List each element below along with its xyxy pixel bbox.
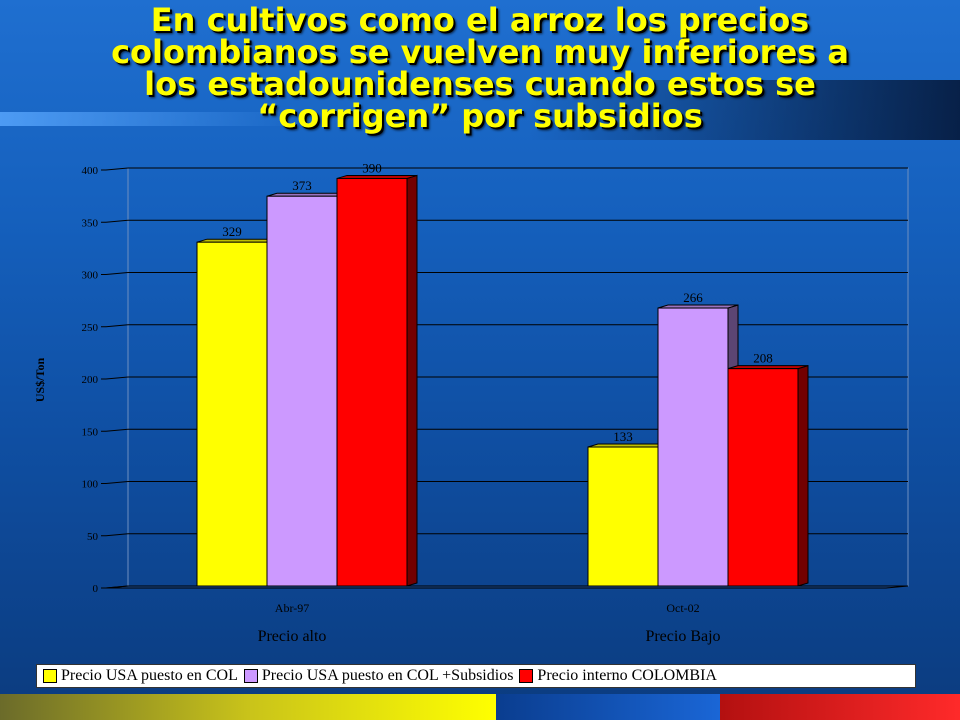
x-tick-label: Oct-02 xyxy=(666,601,699,615)
gridline-depth xyxy=(105,585,129,589)
data-label: 390 xyxy=(362,160,382,175)
y-tick-label: 50 xyxy=(87,531,99,543)
bar xyxy=(336,177,408,587)
gridline-depth xyxy=(105,167,129,171)
bar-side xyxy=(797,364,809,587)
gridline-depth xyxy=(105,481,129,484)
x-tick-label: Abr-97 xyxy=(275,601,309,615)
bar xyxy=(657,307,729,587)
legend-item-usa-subsidios: Precio USA puesto en COL +Subsidios xyxy=(243,667,514,685)
y-tick-label: 150 xyxy=(82,426,99,438)
header-highlight xyxy=(0,112,300,126)
category-sublabel: Precio Bajo xyxy=(645,628,720,645)
header-band xyxy=(0,80,960,140)
y-tick-label: 200 xyxy=(82,374,99,386)
data-label: 208 xyxy=(753,351,773,366)
gridline-depth xyxy=(105,428,129,432)
data-label: 133 xyxy=(613,429,633,444)
y-tick-label: 300 xyxy=(82,270,99,282)
gridline-depth xyxy=(105,533,129,537)
bar xyxy=(196,241,268,587)
bar xyxy=(587,446,659,587)
labels-layer: 0 50 100 150 200 250 300 350 400 329 373 390 Abr-97 P… xyxy=(82,160,773,645)
data-label: 266 xyxy=(683,290,703,305)
legend-swatch-usa-subsidios xyxy=(243,669,258,683)
title-line-4: “corrigen” por subsidios xyxy=(257,97,703,135)
footer-segment-red xyxy=(720,694,960,720)
data-label: 329 xyxy=(222,224,242,239)
bar xyxy=(266,195,338,587)
footer-segment-blue xyxy=(496,694,720,720)
legend-label-usa-subsidios: Precio USA puesto en COL +Subsidios xyxy=(261,667,514,684)
legend-item-colombia: Precio interno COLOMBIA xyxy=(519,667,717,685)
bars-layer xyxy=(196,174,809,587)
bar xyxy=(727,368,799,587)
gridline-depth xyxy=(105,376,129,380)
y-axis-label: US$/Ton xyxy=(33,358,47,403)
title-line-2: colombianos se vuelven muy inferiores a xyxy=(111,33,849,71)
y-tick-label: 350 xyxy=(82,217,99,229)
footer-bar xyxy=(0,694,960,720)
legend-label-usa: Precio USA puesto en COL xyxy=(61,667,238,684)
legend-label-colombia: Precio interno COLOMBIA xyxy=(537,667,717,684)
bar-side xyxy=(406,174,418,587)
title-line-1: En cultivos como el arroz los precios xyxy=(150,1,810,39)
gridline-depth xyxy=(105,219,129,223)
data-label: 373 xyxy=(292,178,312,193)
title-line-3: los estadounidenses cuando estos se xyxy=(144,65,816,103)
legend-swatch-colombia xyxy=(519,669,534,683)
bar-chart: 0 50 100 150 200 250 300 350 400 329 373 390 Abr-97 P… xyxy=(33,160,909,645)
chart-legend: Precio USA puesto en COL Precio USA pues… xyxy=(36,664,916,688)
y-tick-label: 400 xyxy=(82,165,99,177)
legend-item-usa: Precio USA puesto en COL xyxy=(43,667,238,685)
y-tick-label: 100 xyxy=(82,479,99,491)
y-tick-label: 0 xyxy=(93,583,99,595)
slide-title: En cultivos como el arroz los precios co… xyxy=(40,4,920,132)
y-tick-label: 250 xyxy=(82,322,99,334)
footer-segment-yellow xyxy=(0,694,496,720)
legend-swatch-usa xyxy=(43,669,57,683)
gridline-depth xyxy=(105,272,129,275)
category-sublabel: Precio alto xyxy=(258,628,327,645)
gridline-depth xyxy=(105,324,129,328)
